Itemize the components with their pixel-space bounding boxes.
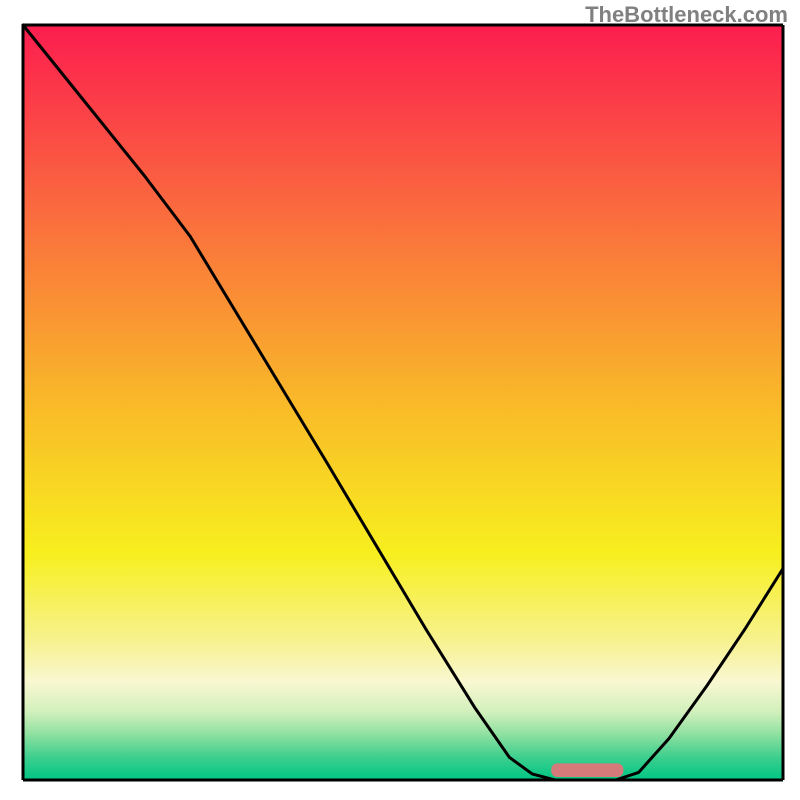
watermark-text: TheBottleneck.com xyxy=(585,2,788,28)
bottleneck-chart xyxy=(0,0,800,800)
chart-container: TheBottleneck.com xyxy=(0,0,800,800)
